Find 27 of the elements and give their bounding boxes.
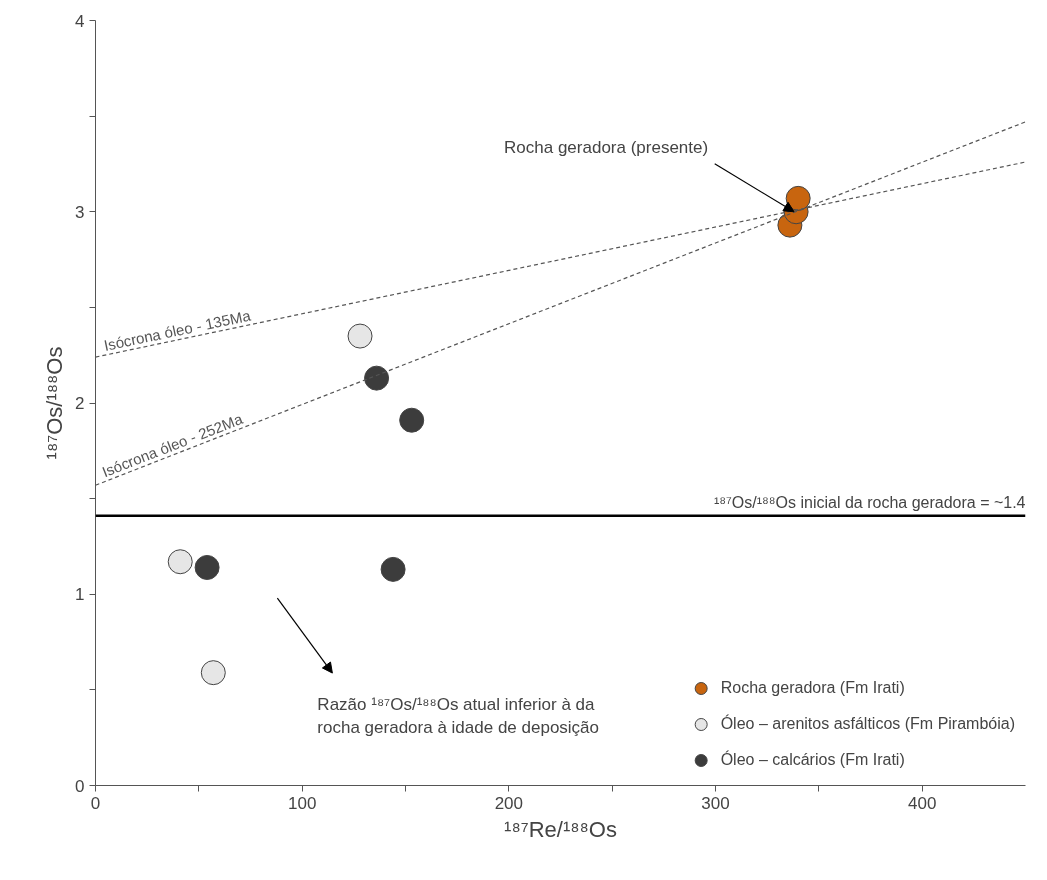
point bbox=[194, 555, 220, 580]
x-axis-title: ¹⁸⁷Re/¹⁸⁸Os bbox=[504, 816, 617, 842]
annotation: Rocha geradora (presente) bbox=[504, 137, 709, 157]
y-axis-title: ¹⁸⁷Os/¹⁸⁸Os bbox=[42, 346, 68, 460]
point bbox=[380, 556, 406, 582]
y-tick-label: 3 bbox=[75, 202, 85, 222]
legend-label: Óleo – calcários (Fm Irati) bbox=[720, 751, 905, 769]
x-tick-label: 200 bbox=[494, 793, 524, 813]
point bbox=[167, 549, 193, 575]
y-tick-label: 2 bbox=[75, 394, 85, 413]
point bbox=[785, 185, 811, 211]
x-tick-label: 100 bbox=[287, 793, 317, 813]
text: Isócrona óleo - 135Ma bbox=[102, 306, 253, 354]
legend-label: Rocha geradora (Fm Irati) bbox=[720, 679, 905, 697]
point bbox=[200, 660, 226, 686]
x-tick-label: 300 bbox=[701, 793, 730, 813]
legend-label: Óleo – arenitos asfálticos (Fm Pirambóia) bbox=[720, 715, 1015, 733]
y-tick-label: 0 bbox=[75, 776, 85, 796]
y-tick-label: 1 bbox=[75, 585, 85, 605]
x-tick-label: 400 bbox=[907, 793, 937, 813]
y-tick-label: 4 bbox=[75, 11, 85, 31]
x-tick-label: 0 bbox=[90, 793, 101, 813]
point bbox=[364, 365, 390, 391]
annotation: Razão ¹⁸⁷Os/¹⁸⁸Os atual inferior à da rocha geradora à idade de deposição bbox=[317, 695, 600, 737]
ref-line-label: ¹⁸⁷Os/¹⁸⁸Os inicial da rocha geradora = ~1.4 bbox=[713, 493, 1026, 511]
point bbox=[399, 407, 425, 433]
point bbox=[347, 323, 373, 349]
